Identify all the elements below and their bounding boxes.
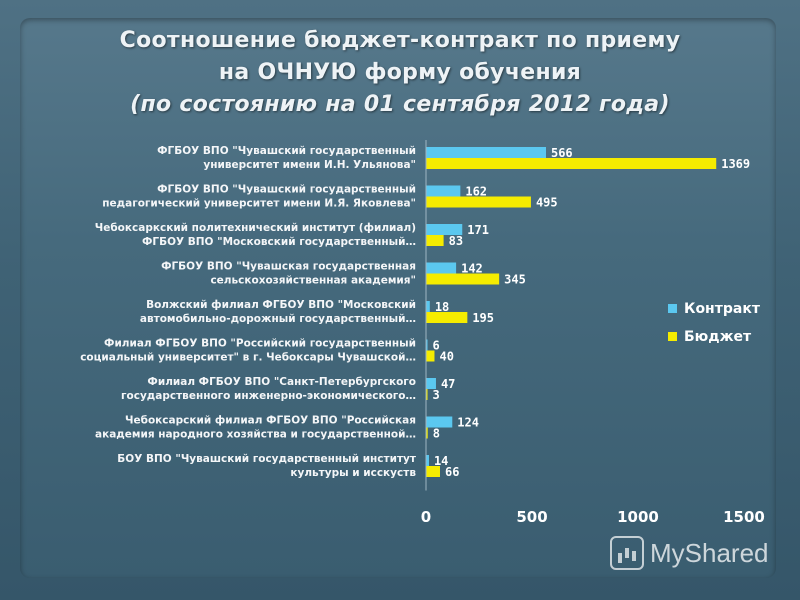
category-label: Чебоксаркский политехнический институт (… — [95, 222, 416, 248]
x-tick-label: 1500 — [723, 508, 765, 526]
category-label-line: автомобильно-дорожный государственный… — [140, 313, 416, 325]
x-tick-label: 500 — [516, 508, 547, 526]
bar-budget — [426, 312, 468, 323]
bar-contract — [426, 185, 461, 197]
data-label: 14 — [434, 454, 448, 468]
data-label: 18 — [435, 300, 449, 314]
category-label-line: БОУ ВПО "Чувашский государственный инсти… — [117, 453, 417, 465]
bar-budget — [426, 235, 444, 246]
data-label: 40 — [439, 350, 453, 364]
bar-contract — [426, 262, 457, 274]
bar-contract — [426, 224, 463, 235]
bar-budget — [426, 273, 500, 285]
category-label-line: Чебоксарский филиал ФГБОУ ВПО "Российска… — [125, 415, 416, 427]
category-label: Филиал ФГБОУ ВПО "Санкт-Петербургского го… — [121, 376, 416, 402]
category-label: ФГБОУ ВПО "Чувашский государственный педа… — [102, 184, 416, 210]
data-label: 6 — [433, 339, 440, 353]
data-label: 3 — [433, 388, 440, 402]
watermark-text: MyShared — [650, 537, 769, 568]
data-label: 66 — [445, 465, 459, 479]
category-label: Чебоксарский филиал ФГБОУ ВПО "Российска… — [95, 415, 416, 441]
category-label-line: ФГБОУ ВПО "Чувашский государственный — [157, 145, 416, 157]
bar-contract — [426, 301, 430, 312]
legend-label: Контракт — [684, 301, 761, 317]
category-label-line: ФГБОУ ВПО "Чувашская государственная — [161, 261, 416, 273]
category-label: Волжский филиал ФГБОУ ВПО "Московский авт… — [140, 299, 416, 325]
category-label-line: университет имени И.Н. Ульянова" — [203, 159, 416, 171]
category-label-line: ФГБОУ ВПО "Чувашский государственный — [157, 184, 416, 196]
watermark: MyShared — [610, 536, 769, 570]
category-label: ФГБОУ ВПО "Чувашская государственная сель… — [161, 261, 416, 287]
category-label-line: академия народного хозяйства и государст… — [95, 429, 416, 441]
bar-budget — [426, 466, 440, 477]
data-label: 8 — [433, 427, 440, 441]
bar-budget — [426, 389, 428, 400]
bar-contract — [426, 339, 428, 351]
bar-budget — [426, 158, 717, 169]
category-label-line: социальный университет" в г. Чебоксары Ч… — [80, 352, 416, 364]
x-tick-label: 0 — [421, 508, 431, 526]
bar-budget — [426, 427, 428, 439]
bar-budget — [426, 196, 531, 208]
presentation-icon — [610, 536, 644, 570]
legend-swatch — [668, 304, 677, 313]
category-label-line: Филиал ФГБОУ ВПО "Российский государстве… — [104, 338, 416, 350]
content-panel — [20, 18, 776, 578]
title-line-3: (по состоянию на 01 сентября 2012 года) — [130, 92, 670, 117]
title-line-2: на ОЧНУЮ форму обучения — [218, 60, 582, 85]
x-tick-label: 1000 — [617, 508, 659, 526]
data-label: 142 — [461, 262, 483, 276]
category-label-line: Волжский филиал ФГБОУ ВПО "Московский — [146, 299, 416, 311]
category-label-line: педагогический университет имени И.Я. Як… — [102, 198, 416, 210]
category-label-line: государственного инженерно-экономическог… — [121, 390, 416, 402]
bar-contract — [426, 416, 453, 428]
value-labels: 566 1369 162 495 171 83 142 345 18 195 640 473 124 8 1… — [433, 146, 751, 479]
data-label: 171 — [467, 223, 489, 237]
data-label: 1369 — [721, 157, 750, 171]
data-label: 345 — [504, 273, 526, 287]
legend-swatch — [668, 332, 677, 341]
x-axis: 0 500 1000 1500 — [421, 140, 765, 526]
category-label-line: Чебоксаркский политехнический институт (… — [95, 222, 416, 234]
category-label: Филиал ФГБОУ ВПО "Российский государстве… — [80, 338, 416, 364]
bar-budget — [426, 350, 435, 362]
data-label: 47 — [441, 377, 455, 391]
bar-contract — [426, 378, 436, 389]
data-label: 495 — [536, 196, 558, 210]
data-label: 195 — [472, 311, 494, 325]
category-label-line: сельскохозяйственная академия" — [210, 275, 416, 287]
category-label: ФГБОУ ВПО "Чувашский государственный унив… — [157, 145, 416, 171]
data-label: 83 — [449, 234, 463, 248]
bar-contract — [426, 147, 546, 158]
data-label: 566 — [551, 146, 573, 160]
category-label-line: ФГБОУ ВПО "Московский государственный… — [142, 236, 416, 248]
bars — [426, 147, 717, 477]
category-labels: ФГБОУ ВПО "Чувашский государственный унив… — [80, 145, 417, 479]
category-label-line: Филиал ФГБОУ ВПО "Санкт-Петербургского — [147, 376, 416, 388]
legend-label: Бюджет — [684, 329, 752, 345]
data-label: 162 — [465, 185, 487, 199]
bar-contract — [426, 455, 429, 466]
category-label: БОУ ВПО "Чувашский государственный инсти… — [117, 453, 417, 479]
legend: Контракт Бюджет — [668, 301, 761, 345]
category-label-line: культуры и исскуств — [290, 467, 416, 479]
title-line-1: Соотношение бюджет-контракт по приему — [119, 28, 681, 53]
data-label: 124 — [457, 416, 479, 430]
